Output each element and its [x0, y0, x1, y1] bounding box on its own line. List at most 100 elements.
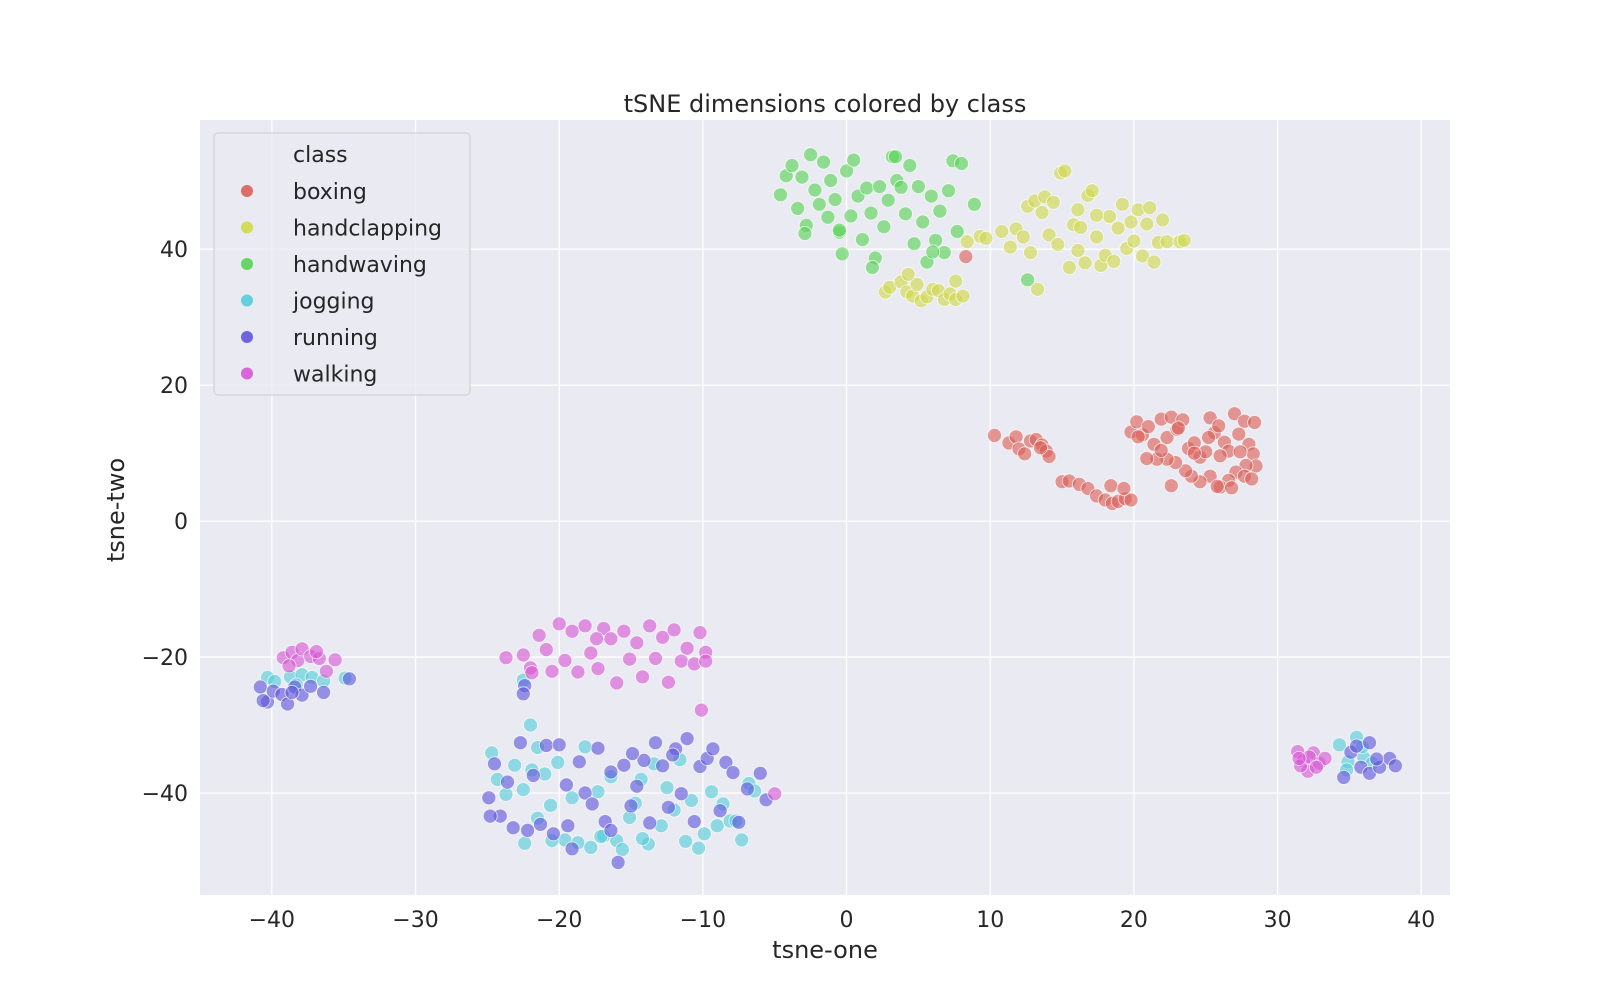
chart-title: tSNE dimensions colored by class [624, 90, 1027, 118]
legend-item-handwaving: handwaving [241, 253, 427, 278]
point-handwaving [855, 232, 870, 248]
point-handclapping [1046, 194, 1061, 210]
y-axis-label: tsne-two [102, 458, 130, 562]
point-running [705, 741, 721, 757]
point-running [520, 823, 535, 838]
point-handwaving [872, 179, 887, 195]
point-boxing [1227, 406, 1242, 422]
point-boxing [1178, 463, 1193, 479]
y-tick-label: −20 [142, 646, 188, 671]
point-walking [590, 661, 606, 676]
point-jogging [1332, 737, 1347, 753]
point-walking [498, 650, 514, 666]
point-handclapping [1126, 233, 1142, 249]
point-boxing [958, 249, 974, 265]
point-running [725, 765, 741, 780]
y-tick-label: −40 [142, 782, 188, 807]
point-walking [281, 658, 297, 674]
data-points [252, 147, 1403, 870]
point-jogging [517, 835, 533, 851]
point-running [303, 678, 319, 694]
legend-marker [241, 331, 253, 343]
point-handclapping [1155, 212, 1170, 228]
point-boxing [1123, 492, 1139, 508]
point-handclapping [1002, 239, 1018, 255]
point-jogging [515, 782, 531, 797]
point-jogging [583, 840, 599, 855]
point-running [752, 765, 768, 781]
series-handclapping [877, 163, 1192, 309]
point-handwaving [803, 147, 818, 163]
point-handclapping [948, 273, 964, 289]
point-boxing [1247, 415, 1262, 430]
point-running [487, 756, 502, 772]
point-running [629, 778, 645, 794]
point-walking [692, 625, 708, 640]
point-handclapping [1030, 281, 1045, 297]
point-running [616, 757, 632, 773]
point-running [679, 731, 695, 746]
point-boxing [1159, 430, 1175, 445]
point-running [252, 679, 268, 695]
point-running [686, 814, 702, 829]
point-jogging [635, 831, 650, 846]
legend-label: running [293, 326, 378, 351]
point-handclapping [1057, 163, 1073, 179]
point-running [505, 820, 521, 836]
point-handclapping [994, 224, 1010, 239]
y-tick-label: 20 [160, 374, 188, 399]
point-boxing [1224, 480, 1239, 496]
point-handwaving [954, 156, 969, 171]
point-walking [596, 621, 612, 636]
point-handwaving [794, 169, 810, 185]
point-handclapping [1176, 232, 1192, 248]
point-handwaving [911, 179, 926, 195]
point-handwaving [888, 149, 903, 165]
point-running [513, 735, 528, 751]
series-handwaving [773, 147, 1035, 288]
point-jogging [523, 717, 538, 733]
grid [200, 120, 1450, 895]
point-handclapping [1123, 214, 1139, 230]
point-running [1362, 735, 1377, 751]
point-running [538, 738, 554, 753]
point-running [1369, 751, 1385, 767]
point-boxing [1163, 478, 1179, 494]
point-handwaving [832, 222, 847, 238]
point-boxing [1171, 420, 1186, 436]
x-tick-label: −20 [536, 908, 582, 933]
point-running [673, 786, 689, 802]
point-walking [308, 644, 324, 659]
point-jogging [709, 818, 725, 834]
point-handclapping [1139, 216, 1155, 232]
x-tick-label: 40 [1407, 908, 1435, 933]
point-walking [551, 616, 567, 632]
point-walking [524, 665, 540, 681]
point-walking [635, 669, 650, 685]
point-jogging [507, 757, 523, 773]
point-boxing [1103, 478, 1119, 494]
point-walking [698, 653, 714, 669]
point-handwaving [797, 226, 813, 241]
point-handclapping [1050, 236, 1066, 252]
point-handclapping [1023, 245, 1038, 261]
point-walking [622, 651, 637, 667]
point-boxing [1244, 471, 1260, 487]
point-running [316, 685, 332, 700]
point-handwaving [827, 192, 843, 207]
point-walking [767, 786, 783, 802]
legend-items: boxing handclapping handwaving jogging runni… [241, 180, 442, 388]
point-jogging [704, 784, 719, 800]
point-handclapping [1015, 229, 1031, 245]
legend-marker [241, 367, 253, 380]
point-handclapping [978, 230, 994, 246]
legend-label: handclapping [293, 217, 442, 242]
legend-label: walking [293, 363, 377, 388]
point-jogging [615, 842, 630, 857]
point-running [642, 815, 658, 831]
point-walking [679, 640, 695, 656]
point-handwaving [906, 236, 922, 252]
point-handclapping [1061, 260, 1077, 275]
point-running [255, 693, 271, 708]
point-boxing [1033, 440, 1048, 456]
